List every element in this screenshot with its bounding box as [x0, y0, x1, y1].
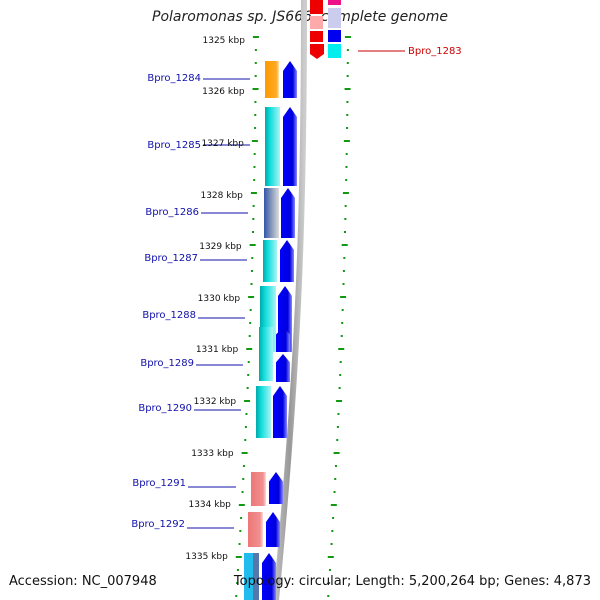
- gene-label: Bpro_1289: [140, 358, 194, 369]
- gene-arrow: [276, 327, 290, 352]
- gene-label: Bpro_1283: [408, 46, 462, 57]
- genome-backbone: [273, 0, 307, 600]
- gene-label: Bpro_1291: [132, 478, 186, 489]
- feature-block: [265, 107, 280, 186]
- cds-block: [328, 44, 341, 58]
- kbp-label: 1328 kbp: [200, 191, 243, 201]
- feature-block: [253, 553, 259, 600]
- map-title: Polaromonas sp. JS666, complete genome: [152, 9, 448, 25]
- feature-block: [265, 61, 279, 98]
- gene-label: Bpro_1285: [147, 140, 201, 151]
- kbp-label: 1331 kbp: [196, 345, 239, 355]
- kbp-label: 1327 kbp: [201, 139, 244, 149]
- kbp-label: 1334 kbp: [188, 500, 231, 510]
- feature-block: [256, 386, 271, 438]
- kbp-label: 1332 kbp: [194, 397, 237, 407]
- feature-block: [264, 188, 279, 238]
- feature-block: [259, 327, 273, 381]
- outer-tick-track: [327, 36, 351, 597]
- gene-label: Bpro_1286: [145, 207, 199, 218]
- kbp-label: 1325 kbp: [203, 36, 246, 46]
- gene-label: Bpro_1290: [138, 403, 192, 414]
- gene-arrow: [273, 386, 287, 438]
- cds-block: [328, 30, 341, 42]
- kbp-label: 1335 kbp: [185, 552, 228, 562]
- kbp-label-layer: 1325 kbp 1326 kbp 1327 kbp 1328 kbp 1329 kbp…: [185, 36, 245, 562]
- feature-track: [244, 0, 341, 600]
- gene-arrow: [262, 553, 276, 600]
- gene-label: Bpro_1287: [144, 253, 198, 264]
- kbp-label: 1329 kbp: [199, 242, 242, 252]
- feature-block: [244, 553, 253, 600]
- gene-arrow: [269, 472, 283, 504]
- gene-label: Bpro_1292: [131, 519, 185, 530]
- rna-feature: [310, 31, 323, 42]
- feature-block: [328, 0, 341, 5]
- rna-feature: [310, 16, 323, 29]
- accession-text: Accession: NC_007948: [9, 574, 157, 589]
- kbp-label: 1326 kbp: [202, 87, 245, 97]
- gene-arrow: [280, 240, 294, 282]
- rna-feature: [310, 0, 323, 14]
- gene-label: Bpro_1284: [147, 73, 201, 84]
- gene-arrow: [283, 61, 297, 98]
- feature-block: [251, 472, 266, 506]
- genome-summary-text: Topology: circular; Length: 5,200,264 bp…: [233, 574, 591, 589]
- kbp-label: 1330 kbp: [198, 294, 241, 304]
- gene-label-layer: Bpro_1283 Bpro_1284 Bpro_1285 Bpro_1286 Bpro…: [131, 46, 461, 530]
- gene-arrow: [281, 188, 295, 238]
- inner-tick-track: [235, 36, 259, 597]
- gene-arrow-bpro-1283-strand: [310, 44, 324, 59]
- feature-block: [263, 240, 277, 282]
- gene-label: Bpro_1288: [142, 310, 196, 321]
- gene-arrow: [283, 107, 297, 186]
- gene-arrow: [276, 354, 290, 382]
- kbp-label: 1333 kbp: [191, 449, 234, 459]
- feature-block: [328, 8, 341, 28]
- feature-block: [248, 512, 263, 547]
- gene-arrow: [266, 512, 280, 547]
